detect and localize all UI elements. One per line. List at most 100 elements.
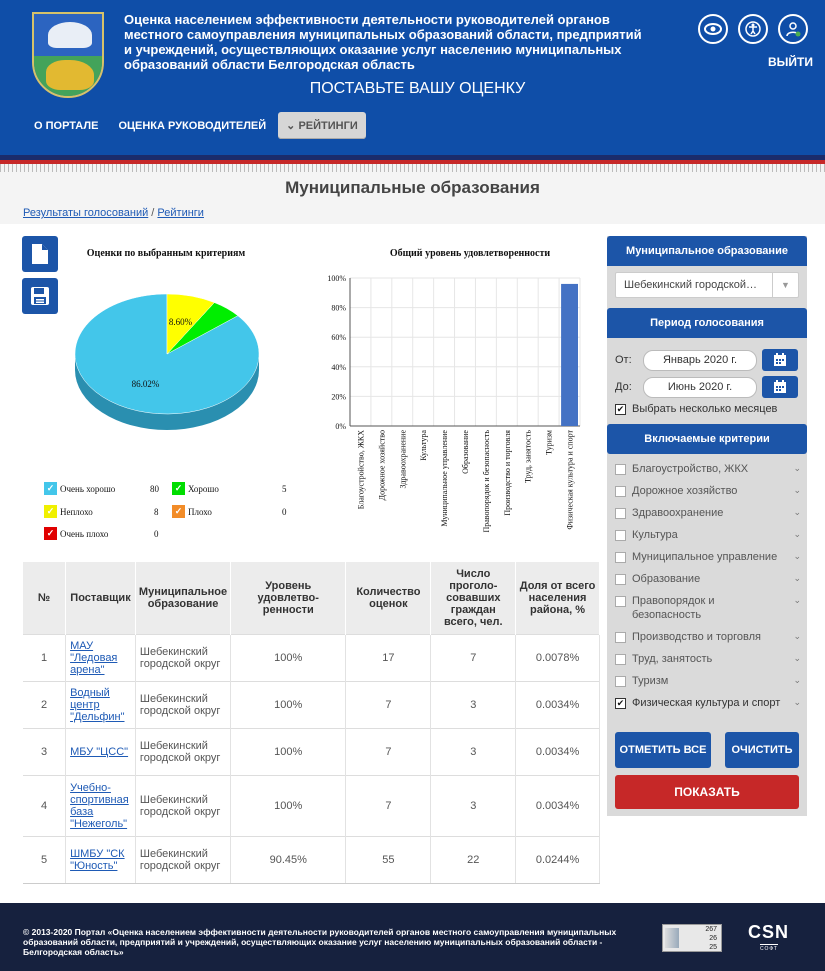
provider-link[interactable]: Учебно-спортивная база "Нежеголь" <box>70 781 129 830</box>
save-button[interactable] <box>22 278 58 314</box>
col-municipality[interactable]: Муниципальное образование <box>135 562 232 634</box>
bar-chart-title: Общий уровень удовлетворенности <box>389 248 551 259</box>
breadcrumb-ratings-link[interactable]: Рейтинги <box>157 207 204 219</box>
criterion-item[interactable]: Труд, занятость ⌄ <box>615 652 801 666</box>
main-nav: О ПОРТАЛЕ ОЦЕНКА РУКОВОДИТЕЛЕЙ ⌄ РЕЙТИНГ… <box>24 112 366 139</box>
x-tick-label: Культура <box>419 430 428 461</box>
breadcrumb-results-link[interactable]: Результаты голосований <box>23 207 149 219</box>
criterion-item[interactable]: Муниципальное управление ⌄ <box>615 550 801 564</box>
chevron-down-icon[interactable]: ⌄ <box>793 551 801 561</box>
calendar-from-button[interactable] <box>762 349 798 371</box>
criterion-item[interactable]: Здравоохранение ⌄ <box>615 506 801 520</box>
chevron-down-icon[interactable]: ⌄ <box>793 697 801 707</box>
legend-item-very-bad[interactable]: ✓ Очень плохо <box>44 527 108 540</box>
x-tick-label: Правопорядок и безопасность <box>482 430 491 533</box>
table-row: 1 МАУ "Ледовая арена" Шебекинский городс… <box>23 633 600 681</box>
criterion-item[interactable]: ✔ Физическая культура и спорт ⌄ <box>615 697 801 709</box>
y-tick-label: 80% <box>331 304 346 313</box>
pie-chart-title: Оценки по выбранным критериям <box>86 248 246 259</box>
chevron-down-icon[interactable]: ⌄ <box>793 573 801 583</box>
criterion-item[interactable]: Культура ⌄ <box>615 528 801 542</box>
document-icon <box>32 244 48 264</box>
show-button[interactable]: ПОКАЗАТЬ <box>615 775 799 809</box>
satisfaction-cell: 100% <box>230 727 347 775</box>
footer-copyright: © 2013-2020 Портал «Оценка населением эф… <box>23 927 617 957</box>
criterion-item[interactable]: Туризм ⌄ <box>615 674 801 688</box>
breadcrumb: Результаты голосований / Рейтинги <box>23 207 204 219</box>
col-provider[interactable]: Поставщик <box>65 562 136 634</box>
provider-link[interactable]: МАУ "Ледовая арена" <box>70 639 118 676</box>
legend-item-good[interactable]: ✓ Хорошо <box>172 482 219 495</box>
share-cell: 0.0078% <box>515 633 600 681</box>
x-tick-label: Труд, занятость <box>524 430 533 483</box>
col-ratings-count[interactable]: Количество оценок <box>345 562 432 634</box>
checkbox-checked-icon: ✔ <box>615 404 626 415</box>
legend-item-not-bad[interactable]: ✓ Неплохо <box>44 505 93 518</box>
col-voters[interactable]: Число проголо-совавших граждан всего, че… <box>430 562 517 634</box>
calendar-to-button[interactable] <box>762 376 798 398</box>
chevron-down-icon[interactable]: ⌄ <box>793 463 801 473</box>
row-number: 3 <box>23 727 67 775</box>
date-to-input[interactable]: Июнь 2020 г. <box>643 377 757 398</box>
nav-item-about[interactable]: О ПОРТАЛЕ <box>34 119 99 132</box>
calendar-icon <box>774 380 786 393</box>
voters-cell: 7 <box>430 633 517 681</box>
chevron-down-icon[interactable]: ⌄ <box>793 507 801 517</box>
clear-button[interactable]: ОЧИСТИТЬ <box>725 732 799 768</box>
export-document-button[interactable] <box>22 236 58 272</box>
criterion-item[interactable]: Благоустройство, ЖКХ ⌄ <box>615 462 801 476</box>
municipality-cell: Шебекинский городской округ <box>135 727 232 775</box>
col-population-share[interactable]: Доля от всего населения района, % <box>515 562 600 634</box>
chevron-down-icon[interactable]: ⌄ <box>793 675 801 685</box>
legend-item-very-good[interactable]: ✓ Очень хорошо <box>44 482 115 495</box>
criterion-item[interactable]: Правопорядок и безопасность ⌄ <box>615 594 801 622</box>
municipality-filter-header: Муниципальное образование <box>607 236 807 266</box>
pie-slice[interactable] <box>74 293 260 415</box>
nav-item-ratings[interactable]: ⌄ РЕЙТИНГИ <box>278 112 366 139</box>
logout-link[interactable]: ВЫЙТИ <box>768 55 813 69</box>
eye-icon[interactable] <box>698 14 728 44</box>
developer-logo[interactable]: CSN <box>748 922 790 942</box>
legend-item-bad[interactable]: ✓ Плохо <box>172 505 212 518</box>
bar[interactable] <box>561 283 578 426</box>
to-label: До: <box>615 381 632 393</box>
row-number: 1 <box>23 633 67 681</box>
ratings-cell: 7 <box>345 680 432 728</box>
chevron-down-icon[interactable]: ⌄ <box>793 653 801 663</box>
pie-slice[interactable] <box>166 293 215 355</box>
multi-month-checkbox[interactable]: ✔ Выбрать несколько месяцев <box>615 403 778 415</box>
ratings-table: № Поставщик Муниципальное образование Ур… <box>23 562 600 884</box>
voters-cell: 22 <box>430 835 517 884</box>
ratings-cell: 17 <box>345 633 432 681</box>
criterion-item[interactable]: Производство и торговля ⌄ <box>615 630 801 644</box>
select-all-button[interactable]: ОТМЕТИТЬ ВСЕ <box>615 732 711 768</box>
vote-call-link[interactable]: ПОСТАВЬТЕ ВАШУ ОЦЕНКУ <box>309 80 526 97</box>
visit-counter[interactable]: 267 26 25 <box>662 924 722 952</box>
header-stripe <box>0 155 825 160</box>
x-tick-label: Муниципальное управление <box>440 430 449 527</box>
y-tick-label: 60% <box>331 333 346 342</box>
col-satisfaction[interactable]: Уровень удовлетво-ренности <box>230 562 347 634</box>
chevron-down-icon[interactable]: ⌄ <box>793 595 801 605</box>
table-row: 5 ШМБУ "СК "Юность" Шебекинский городско… <box>23 835 600 884</box>
row-number: 4 <box>23 774 67 836</box>
y-tick-label: 100% <box>327 274 346 283</box>
check-icon: ✓ <box>44 505 57 518</box>
chevron-down-icon[interactable]: ⌄ <box>793 631 801 641</box>
accessibility-icon[interactable] <box>738 14 768 44</box>
user-icon[interactable] <box>778 14 808 44</box>
criterion-item[interactable]: Дорожное хозяйство ⌄ <box>615 484 801 498</box>
date-from-input[interactable]: Январь 2020 г. <box>643 350 757 371</box>
criterion-item[interactable]: Образование ⌄ <box>615 572 801 586</box>
table-row: 2 Водный центр "Дельфин" Шебекинский гор… <box>23 680 600 728</box>
nav-item-rate-leaders[interactable]: ОЦЕНКА РУКОВОДИТЕЛЕЙ <box>118 119 267 132</box>
period-header: Период голосования <box>607 308 807 338</box>
municipality-select[interactable]: Шебекинский городской… ▼ <box>615 272 799 298</box>
col-number[interactable]: № <box>23 562 67 634</box>
provider-link[interactable]: МБУ "ЦСС" <box>70 745 129 758</box>
chevron-down-icon: ⌄ <box>286 120 296 132</box>
chevron-down-icon[interactable]: ⌄ <box>793 529 801 539</box>
chevron-down-icon[interactable]: ⌄ <box>793 485 801 495</box>
provider-link[interactable]: ШМБУ "СК "Юность" <box>70 847 125 872</box>
provider-link[interactable]: Водный центр "Дельфин" <box>70 686 125 723</box>
